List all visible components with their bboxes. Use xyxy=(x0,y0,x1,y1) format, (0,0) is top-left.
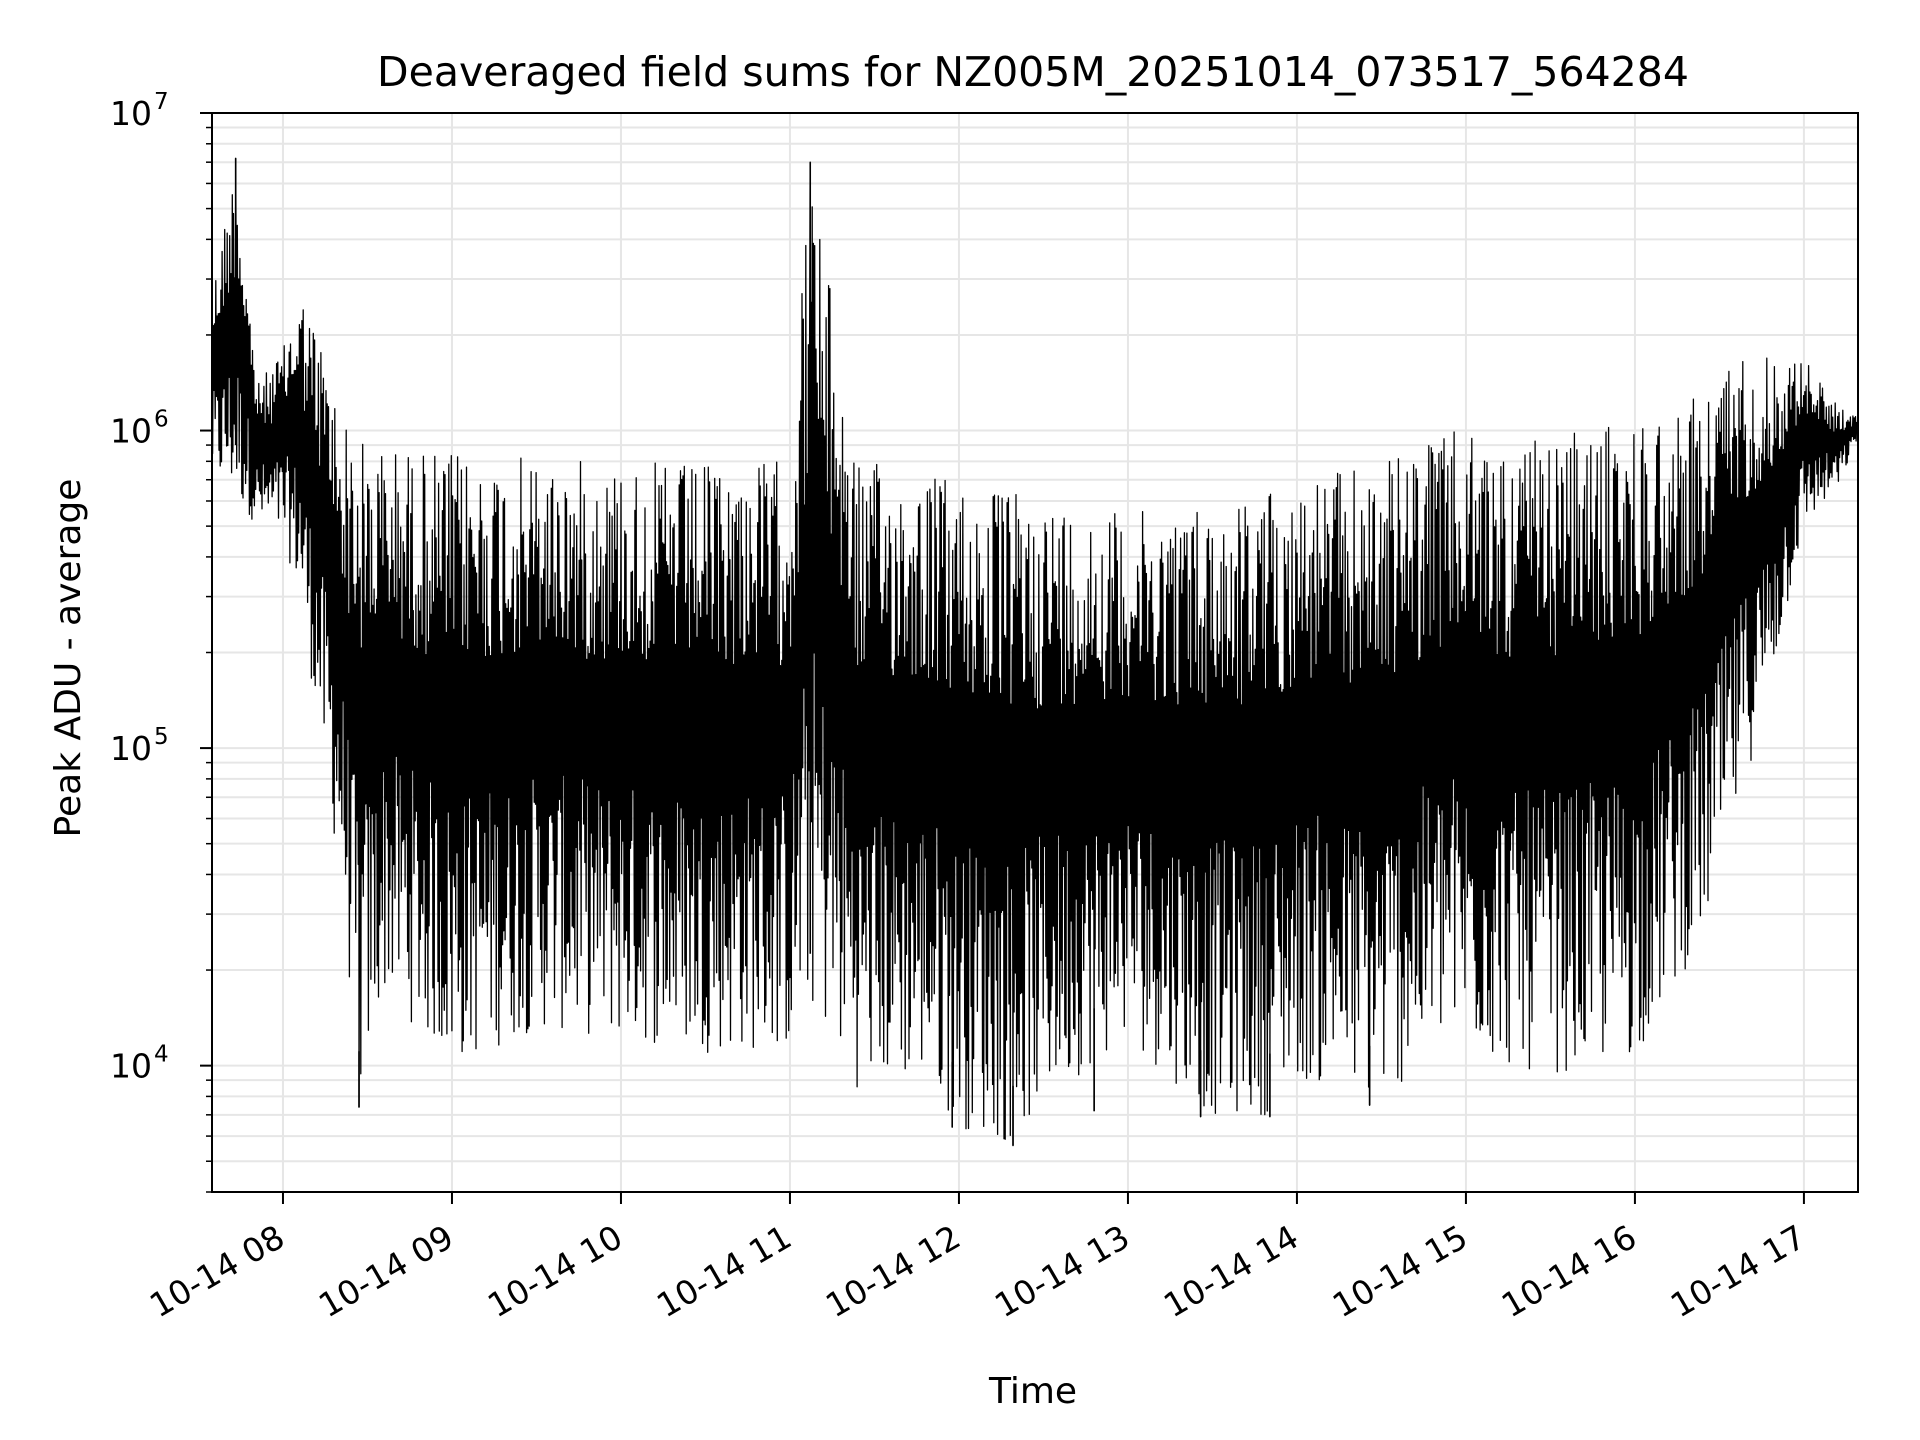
y-tick-label-exponent: 5 xyxy=(154,724,169,750)
chart-title: Deaveraged field sums for NZ005M_2025101… xyxy=(377,48,1689,96)
x-axis-label: Time xyxy=(988,1371,1077,1412)
series-line-field-sums xyxy=(211,157,1859,1147)
y-tick-label-exponent: 4 xyxy=(154,1042,169,1068)
y-tick-label: 10 xyxy=(110,94,152,133)
y-tick-label-exponent: 7 xyxy=(154,89,169,115)
y-tick-label-exponent: 6 xyxy=(154,407,169,433)
y-tick-label: 10 xyxy=(110,412,152,451)
y-axis-label: Peak ADU - average xyxy=(48,479,89,838)
plot-series xyxy=(211,157,1859,1147)
y-tick-label: 10 xyxy=(110,1047,152,1086)
y-tick-label: 10 xyxy=(110,729,152,768)
